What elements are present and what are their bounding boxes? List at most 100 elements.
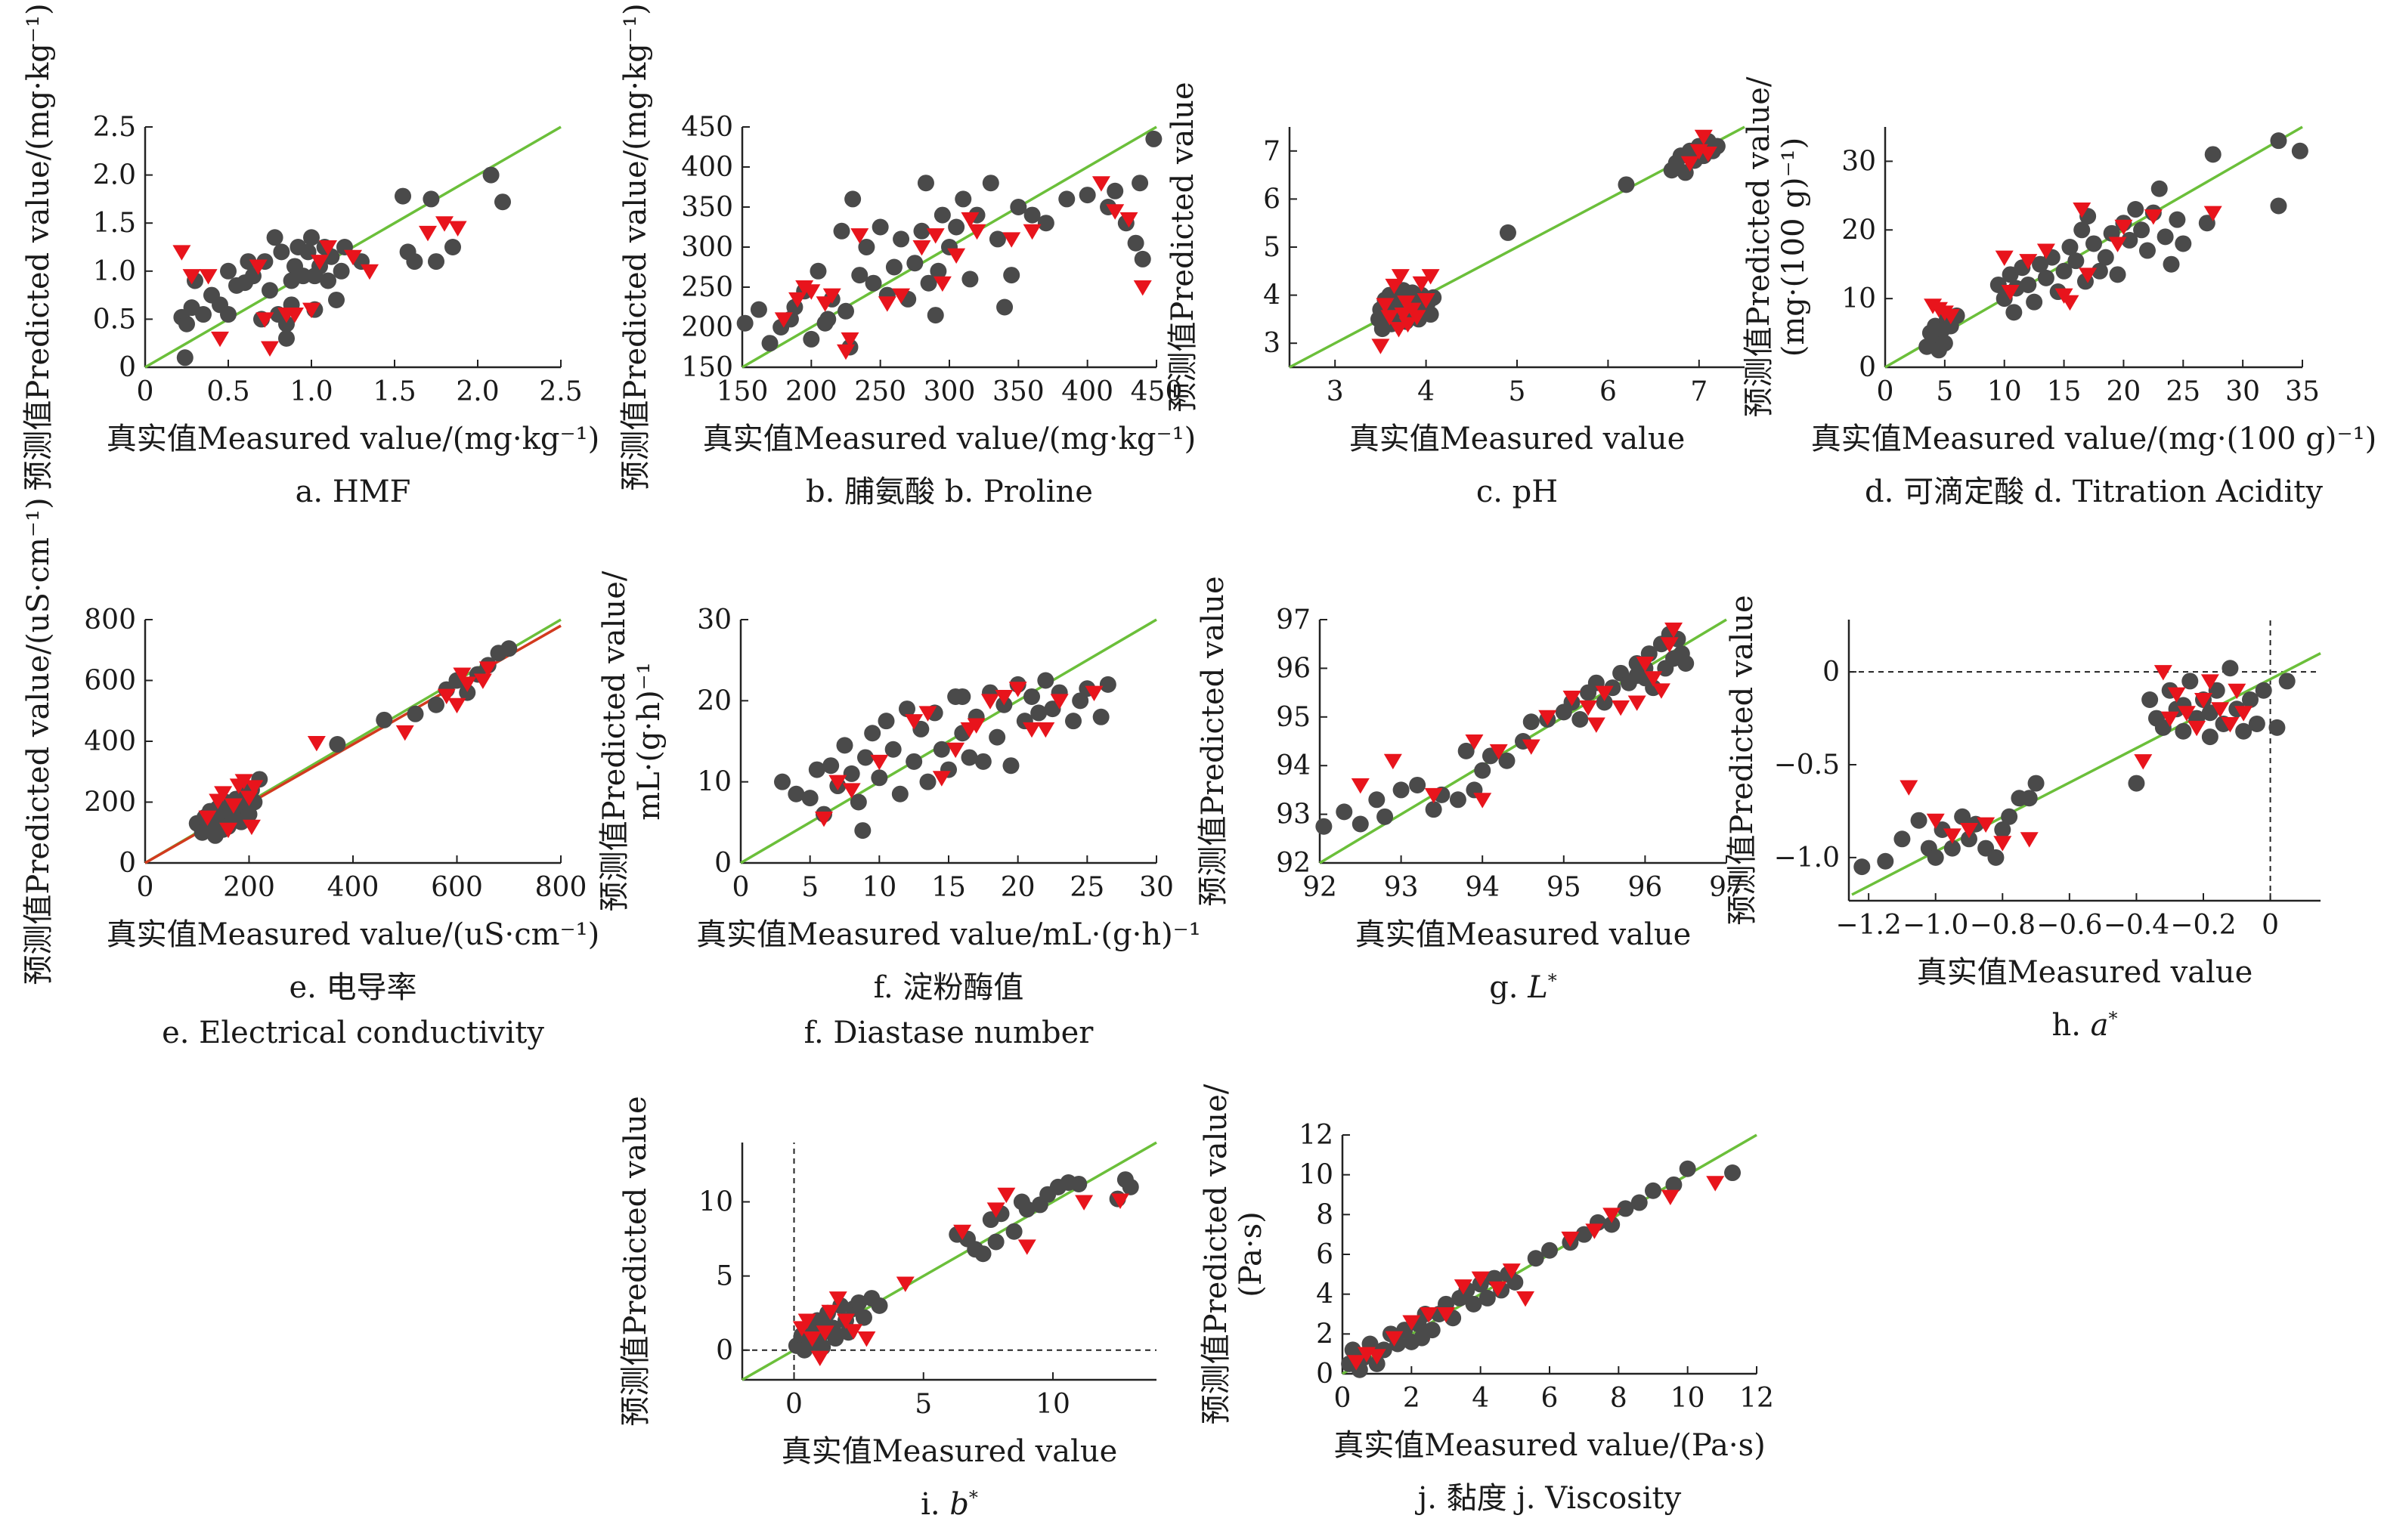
- y-tick-label: 200: [84, 787, 136, 818]
- validation-point: [1602, 1208, 1621, 1223]
- validation-point: [774, 312, 793, 328]
- validation-point: [905, 714, 924, 730]
- x-tick-label: 5: [801, 872, 819, 903]
- x-tick-label: −0.2: [2170, 910, 2236, 941]
- y-tick-label: 400: [681, 152, 733, 183]
- calibration-point: [2121, 231, 2138, 249]
- calibration-point: [2138, 242, 2156, 259]
- validation-point: [968, 224, 986, 240]
- y-tick-label: 5: [716, 1261, 733, 1292]
- x-tick-label: 200: [223, 872, 275, 903]
- calibration-point: [843, 765, 860, 782]
- validation-point: [896, 1276, 915, 1292]
- calibration-point: [934, 206, 951, 224]
- calibration-point: [833, 222, 850, 240]
- x-tick-label: 7: [1690, 376, 1708, 407]
- y-tick-label: 200: [681, 312, 733, 343]
- y-tick-label: 30: [1841, 146, 1876, 177]
- calibration-point: [1449, 791, 1466, 809]
- validation-point: [837, 1313, 855, 1329]
- calibration-point: [176, 349, 194, 366]
- calibration-point: [1409, 776, 1426, 793]
- calibration-point: [884, 741, 902, 758]
- calibration-point: [2073, 221, 2091, 239]
- calibration-point: [1628, 667, 1646, 685]
- calibration-point: [871, 1297, 888, 1314]
- y-axis-label: 预测值Predicted value/(uS·cm⁻¹): [21, 497, 56, 985]
- validation-point: [2221, 716, 2240, 733]
- calibration-point: [920, 274, 937, 292]
- calibration-point: [220, 306, 237, 323]
- calibration-point: [2133, 221, 2150, 239]
- y-tick-label: −0.5: [1774, 750, 1840, 781]
- calibration-point: [1474, 762, 1491, 779]
- calibration-point: [2154, 719, 2172, 736]
- validation-point: [1585, 1223, 1604, 1239]
- calibration-point: [750, 301, 767, 318]
- validation-point: [932, 771, 951, 787]
- validation-point: [1941, 308, 1960, 325]
- calibration-point: [306, 267, 324, 285]
- validation-point: [311, 255, 329, 271]
- validation-point: [2036, 243, 2055, 259]
- calibration-point: [788, 785, 805, 802]
- x-tick-label: 2.5: [539, 376, 582, 407]
- calibration-point: [395, 187, 411, 205]
- x-axis-label: 真实值Measured value: [782, 1434, 1118, 1469]
- calibration-point: [1499, 224, 1516, 241]
- validation-point: [172, 245, 191, 261]
- validation-point: [286, 308, 304, 323]
- panel-caption: g. L*: [1489, 970, 1557, 1005]
- x-tick-label: 2: [1403, 1383, 1420, 1414]
- y-axis-label: 预测值Predicted value: [1196, 576, 1231, 906]
- validation-point: [961, 212, 980, 228]
- calibration-point: [1927, 849, 1944, 866]
- validation-point: [249, 259, 268, 275]
- y-tick-label: 0: [714, 848, 732, 879]
- validation-point: [242, 819, 261, 836]
- validation-point: [2194, 693, 2212, 709]
- calibration-point: [1575, 1226, 1593, 1243]
- calibration-point: [2270, 132, 2287, 150]
- x-tick-label: 0: [2262, 910, 2279, 941]
- calibration-point: [1987, 849, 2005, 866]
- validation-point: [797, 1313, 816, 1329]
- validation-point: [1420, 1307, 1438, 1323]
- panel-caption: c. pH: [1476, 475, 1558, 509]
- validation-point: [219, 822, 237, 839]
- y-tick-label: 7: [1263, 136, 1280, 167]
- calibration-point: [2001, 808, 2018, 825]
- validation-point: [1926, 813, 1945, 830]
- validation-point: [2134, 754, 2153, 770]
- x-tick-label: 400: [327, 872, 379, 903]
- x-tick-label: 350: [992, 376, 1045, 407]
- x-tick-label: 20: [1001, 872, 1036, 903]
- panel-caption: i. b*: [921, 1487, 978, 1522]
- y-axis-label: 预测值Predicted value/: [1742, 76, 1776, 417]
- y-axis-label: (Pa·s): [1234, 1211, 1268, 1297]
- y-axis-label: mL·(g·h)⁻¹: [632, 662, 667, 821]
- y-tick-label: 30: [697, 605, 732, 635]
- y-axis-label: 预测值Predicted value/: [597, 571, 632, 911]
- validation-point: [344, 249, 362, 266]
- calibration-point: [2204, 146, 2222, 163]
- y-tick-label: 10: [1299, 1160, 1333, 1191]
- validation-point: [1385, 278, 1404, 295]
- validation-point: [1367, 1349, 1386, 1365]
- validation-point: [1351, 778, 1370, 794]
- calibration-point: [1023, 688, 1040, 705]
- calibration-point: [912, 720, 930, 738]
- validation-point: [1371, 339, 1390, 354]
- x-tick-label: 15: [931, 872, 966, 903]
- validation-point: [1106, 204, 1125, 220]
- calibration-point: [1498, 752, 1516, 769]
- calibration-point: [2175, 235, 2192, 252]
- y-tick-label: 1.0: [93, 256, 136, 287]
- calibration-point: [982, 175, 999, 192]
- calibration-point: [1618, 176, 1635, 193]
- calibration-point: [1003, 267, 1020, 284]
- x-tick-label: 2.0: [456, 376, 499, 407]
- calibration-point: [1072, 692, 1089, 710]
- calibration-point: [1132, 175, 1149, 192]
- validation-point: [2108, 237, 2127, 252]
